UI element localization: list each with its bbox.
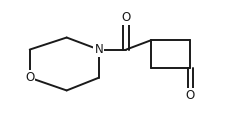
Text: O: O xyxy=(25,71,34,84)
Text: O: O xyxy=(186,89,195,102)
Text: N: N xyxy=(94,43,103,56)
Text: O: O xyxy=(122,11,131,24)
